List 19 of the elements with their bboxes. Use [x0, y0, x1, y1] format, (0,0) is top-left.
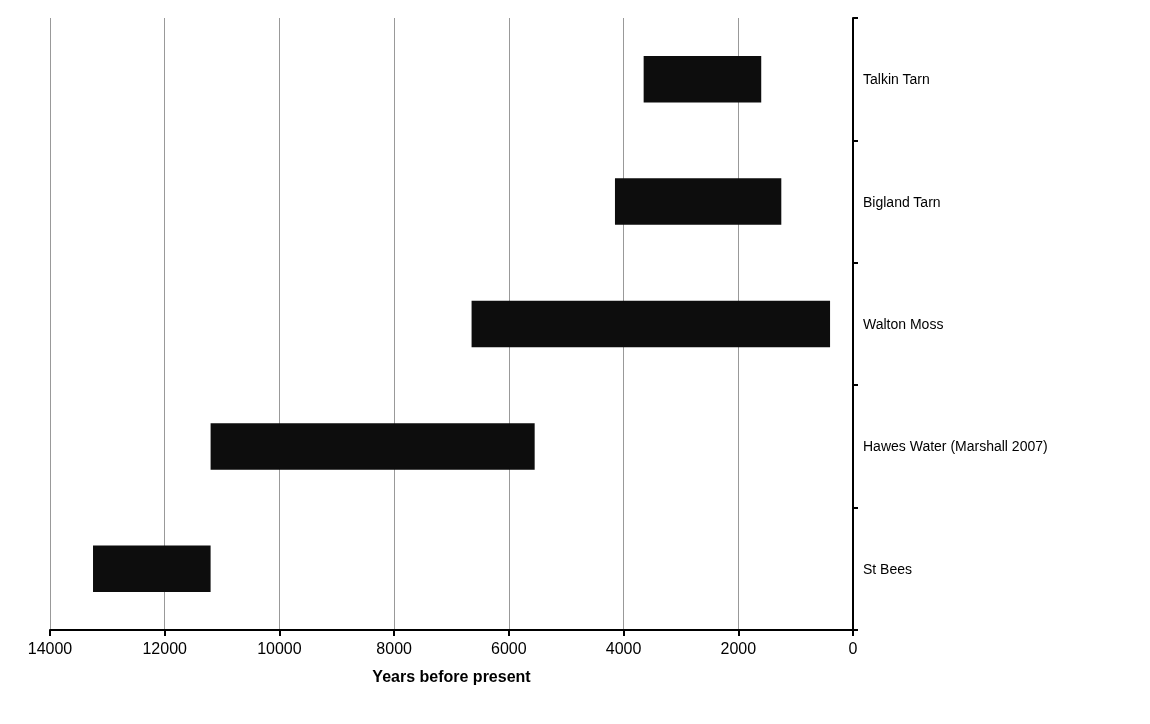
x-tick-label: 2000 [720, 639, 757, 657]
x-tick-label: 8000 [376, 639, 413, 657]
x-axis-title: Years before present [372, 667, 532, 685]
y-tick-label: Bigland Tarn [863, 193, 941, 210]
x-tick-label: 10000 [257, 639, 302, 657]
x-tick-label: 6000 [491, 639, 527, 657]
x-tick-label: 12000 [142, 639, 188, 657]
x-tick-label: 0 [848, 639, 858, 657]
x-tick-label: 4000 [605, 639, 642, 657]
y-tick-label: Talkin Tarn [863, 71, 930, 88]
x-tick-label: 14000 [27, 639, 73, 657]
bar [93, 545, 211, 593]
bar [471, 300, 831, 348]
y-tick-label: Walton Moss [863, 316, 944, 332]
y-tick-label: Hawes Water (Marshall 2007) [863, 438, 1048, 455]
bar [643, 55, 762, 103]
bar [210, 423, 535, 470]
y-tick-label: St Bees [863, 560, 913, 577]
bar [614, 178, 782, 225]
